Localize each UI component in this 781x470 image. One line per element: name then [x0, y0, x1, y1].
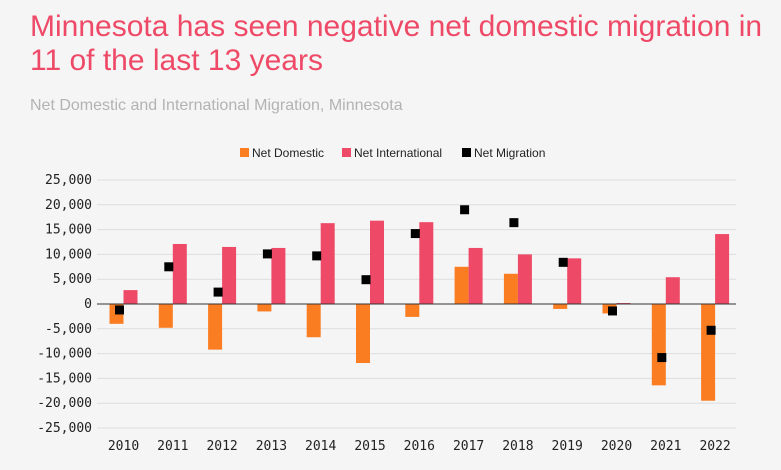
y-tick-label: 20,000	[45, 198, 92, 213]
marker-net-migration	[657, 353, 667, 363]
bar-net-international	[419, 222, 434, 304]
marker-net-migration	[213, 287, 223, 297]
chart-title: Minnesota has seen negative net domestic…	[30, 10, 763, 77]
bar-net-domestic	[306, 304, 321, 338]
legend-swatch	[462, 148, 471, 157]
marker-net-migration	[312, 251, 322, 261]
y-tick-label: -10,000	[37, 347, 92, 362]
bar-net-domestic	[553, 304, 568, 309]
x-tick-label: 2022	[699, 439, 730, 454]
bar-net-international	[517, 254, 532, 304]
marker-net-migration	[608, 306, 617, 316]
y-tick-label: 25,000	[45, 173, 92, 188]
legend-label: Net Domestic	[252, 146, 324, 160]
bar-net-international	[123, 290, 138, 304]
chart-subtitle: Net Domestic and International Migration…	[30, 97, 403, 114]
x-tick-label: 2021	[650, 439, 681, 454]
legend-label: Net International	[354, 146, 442, 160]
bar-net-domestic	[503, 273, 518, 304]
x-tick-label: 2012	[206, 439, 237, 454]
x-tick-label: 2019	[552, 439, 583, 454]
y-tick-label: -20,000	[37, 396, 92, 411]
y-tick-label: -25,000	[37, 421, 92, 436]
marker-net-migration	[361, 275, 371, 285]
legend-label: Net Migration	[474, 146, 545, 160]
x-tick-label: 2011	[157, 439, 188, 454]
bar-net-domestic	[651, 304, 666, 386]
bar-net-domestic	[356, 304, 370, 364]
bar-net-international	[320, 223, 335, 304]
x-axis-ticks: 2010 2011 2012 2013 2014 2015 2016 2017 2018 2019…	[108, 439, 731, 454]
bar-net-domestic	[454, 266, 469, 304]
y-axis-ticks: 25,000 20,000 15,000 10,000 5,000 0 -5,000 -10,…	[37, 173, 92, 436]
legend-swatch	[342, 148, 351, 157]
bars-layer	[109, 220, 730, 401]
y-tick-label: -5,000	[45, 322, 92, 337]
marker-net-migration	[460, 205, 470, 215]
x-tick-label: 2018	[502, 439, 533, 454]
marker-net-migration	[115, 305, 124, 315]
bar-net-domestic	[158, 304, 173, 328]
marker-net-migration	[164, 262, 174, 272]
bar-net-international	[567, 258, 582, 304]
x-tick-label: 2014	[305, 439, 336, 454]
bar-net-domestic	[257, 304, 272, 312]
bar-net-domestic	[208, 304, 223, 350]
y-tick-label: 15,000	[45, 223, 92, 238]
x-tick-label: 2016	[404, 439, 435, 454]
marker-net-migration	[262, 249, 272, 259]
bar-net-international	[222, 246, 237, 304]
bar-net-international	[468, 247, 483, 304]
bar-net-domestic	[701, 304, 716, 401]
bar-net-international	[172, 243, 187, 304]
marker-net-migration	[558, 257, 568, 267]
x-tick-label: 2010	[108, 439, 139, 454]
legend-swatch	[240, 148, 249, 157]
y-tick-label: -15,000	[37, 371, 92, 386]
y-tick-label: 0	[84, 297, 92, 312]
bar-net-international	[271, 247, 286, 304]
marker-net-migration	[410, 229, 420, 239]
x-tick-label: 2017	[453, 439, 484, 454]
markers-layer	[115, 205, 716, 363]
x-tick-label: 2020	[601, 439, 632, 454]
y-tick-label: 5,000	[53, 272, 92, 287]
bar-net-domestic	[405, 304, 420, 317]
bar-net-international	[715, 234, 730, 304]
marker-net-migration	[509, 218, 519, 228]
x-tick-label: 2015	[354, 439, 385, 454]
bar-net-international	[370, 220, 384, 304]
y-tick-label: 10,000	[45, 247, 92, 262]
x-tick-label: 2013	[256, 439, 287, 454]
marker-net-migration	[706, 325, 716, 335]
chart-legend: Net Domestic Net International Net Migrati…	[240, 146, 545, 160]
bar-net-international	[665, 277, 680, 304]
